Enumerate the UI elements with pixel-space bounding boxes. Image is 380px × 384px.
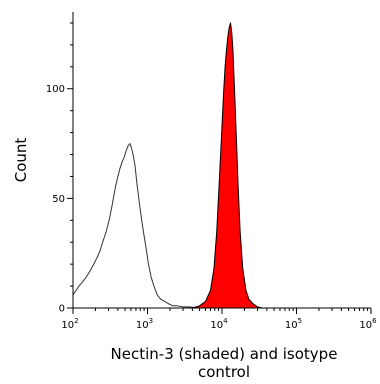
nectin-3-histogram — [191, 22, 264, 309]
x-tick-label: 106 — [359, 317, 377, 331]
y-tick-label: 0 — [59, 304, 65, 315]
isotype-control-histogram — [72, 143, 200, 309]
axis-labels: Nectin-3 (shaded) and isotype control Co… — [12, 138, 337, 381]
y-axis-title: Count — [12, 138, 30, 183]
plot-area — [72, 22, 264, 309]
y-tick-label: 100 — [46, 84, 65, 95]
x-axis-title-line-1: Nectin-3 (shaded) and isotype — [111, 345, 338, 363]
x-axis-title-line-2: control — [198, 363, 250, 381]
y-tick-label: 50 — [52, 194, 65, 205]
x-tick-label: 102 — [61, 317, 78, 331]
x-tick-label: 104 — [210, 317, 228, 331]
x-tick-label: 103 — [136, 317, 153, 331]
x-tick-label: 105 — [285, 317, 302, 331]
axes: 102 103 104 105 106 0 50 100 — [46, 12, 377, 331]
